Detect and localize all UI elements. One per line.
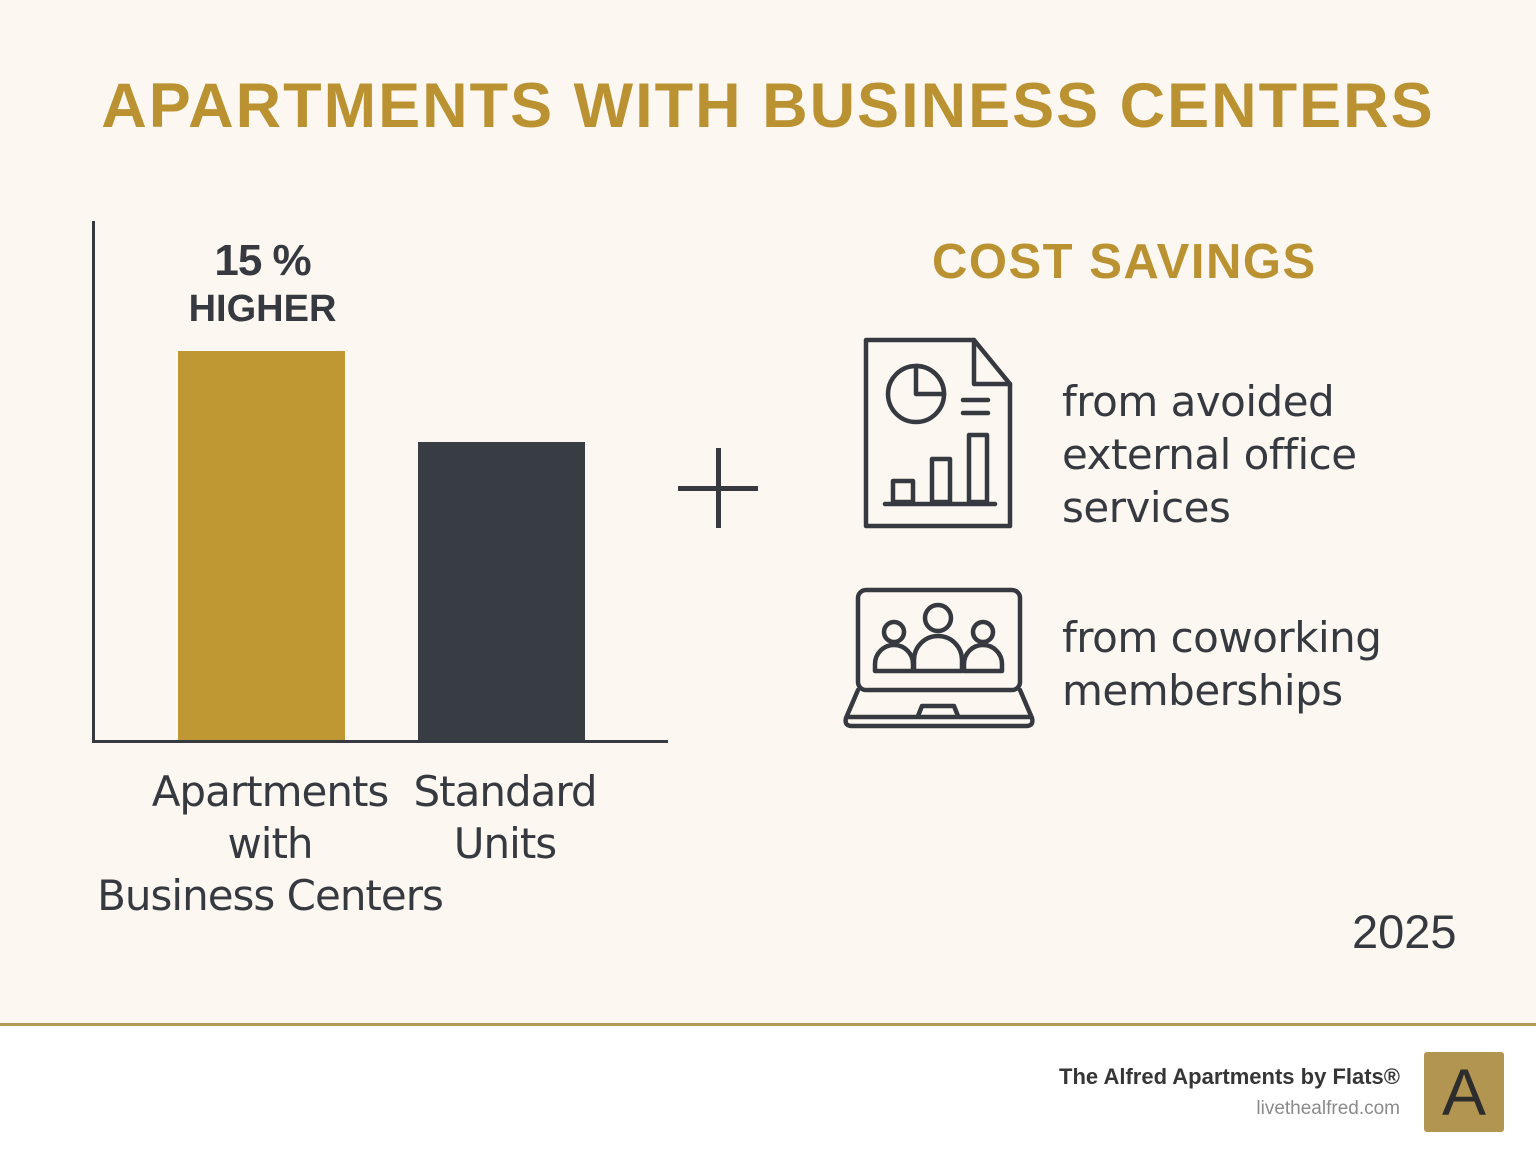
saving-text-line: from coworking bbox=[1062, 613, 1382, 662]
brand-url-link[interactable]: livethealfred.com bbox=[1256, 1098, 1400, 1119]
bar-standard-units bbox=[418, 442, 585, 740]
plus-icon bbox=[678, 448, 758, 528]
saving-text-line: memberships bbox=[1062, 666, 1343, 715]
saving-text-line: services bbox=[1062, 483, 1231, 532]
x-label-line: Standard bbox=[413, 767, 597, 816]
infographic-canvas: APARTMENTS WITH BUSINESS CENTERS 15 % HI… bbox=[88, 71, 1457, 958]
page-title: APARTMENTS WITH BUSINESS CENTERS bbox=[101, 71, 1435, 141]
brand-logo: A bbox=[1424, 1052, 1504, 1132]
x-label-line: Business Centers bbox=[97, 871, 444, 920]
laptop-video-meeting-icon bbox=[843, 587, 1035, 729]
annotation-percent: 15 % bbox=[214, 236, 311, 285]
report-document-icon bbox=[863, 337, 1013, 529]
year-label: 2025 bbox=[1352, 905, 1457, 958]
x-axis-line bbox=[92, 740, 668, 743]
footer-divider bbox=[0, 1023, 1536, 1026]
bar-apartments-with-business-centers bbox=[178, 351, 345, 740]
footer bbox=[0, 1026, 1536, 1154]
y-axis-line bbox=[92, 221, 95, 743]
brand-name: The Alfred Apartments by Flats® bbox=[1059, 1064, 1400, 1089]
annotation-label: HIGHER bbox=[188, 288, 337, 330]
x-label-line: with bbox=[227, 819, 313, 868]
saving-text-line: from avoided bbox=[1062, 377, 1335, 426]
saving-text-line: external office bbox=[1062, 430, 1357, 479]
cost-savings-title: COST SAVINGS bbox=[932, 235, 1317, 289]
x-tick-label-standard: Standard Units bbox=[400, 766, 610, 870]
x-label-line: Units bbox=[453, 819, 557, 868]
saving-item-office-services: from avoided external office services bbox=[1062, 375, 1357, 534]
x-label-line: Apartments bbox=[151, 767, 390, 816]
x-tick-label-apartments: Apartments with Business Centers bbox=[88, 766, 452, 922]
saving-item-coworking: from coworking memberships bbox=[1062, 611, 1382, 717]
